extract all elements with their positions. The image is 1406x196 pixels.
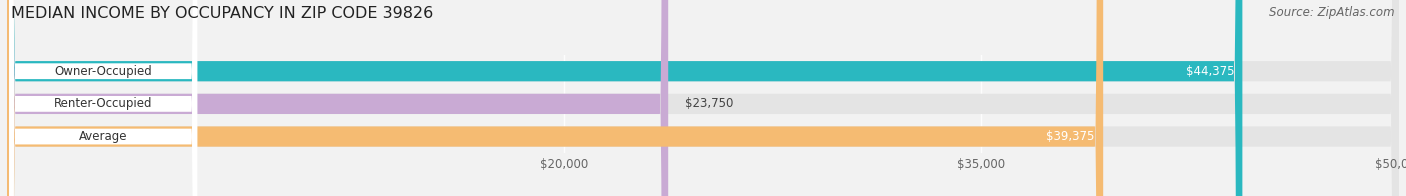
FancyBboxPatch shape [7, 0, 1243, 196]
Text: $44,375: $44,375 [1185, 65, 1234, 78]
FancyBboxPatch shape [7, 0, 668, 196]
Text: Renter-Occupied: Renter-Occupied [53, 97, 152, 110]
FancyBboxPatch shape [7, 0, 1399, 196]
FancyBboxPatch shape [10, 0, 197, 196]
Text: $39,375: $39,375 [1046, 130, 1095, 143]
Text: MEDIAN INCOME BY OCCUPANCY IN ZIP CODE 39826: MEDIAN INCOME BY OCCUPANCY IN ZIP CODE 3… [11, 6, 433, 21]
FancyBboxPatch shape [10, 0, 197, 196]
FancyBboxPatch shape [10, 0, 197, 196]
Text: Average: Average [79, 130, 128, 143]
FancyBboxPatch shape [7, 0, 1104, 196]
FancyBboxPatch shape [7, 0, 1399, 196]
FancyBboxPatch shape [7, 0, 1399, 196]
Text: $23,750: $23,750 [685, 97, 734, 110]
Text: Owner-Occupied: Owner-Occupied [55, 65, 152, 78]
Text: Source: ZipAtlas.com: Source: ZipAtlas.com [1270, 6, 1395, 19]
